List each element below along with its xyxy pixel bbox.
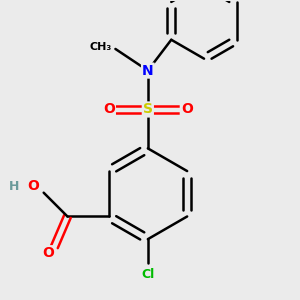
Text: O: O bbox=[27, 179, 39, 193]
Text: S: S bbox=[143, 103, 153, 116]
Text: O: O bbox=[181, 103, 193, 116]
Text: O: O bbox=[103, 103, 115, 116]
Text: H: H bbox=[9, 180, 20, 193]
Text: CH₃: CH₃ bbox=[89, 42, 111, 52]
Text: Cl: Cl bbox=[141, 268, 154, 281]
Text: N: N bbox=[142, 64, 154, 78]
Text: O: O bbox=[42, 246, 54, 260]
